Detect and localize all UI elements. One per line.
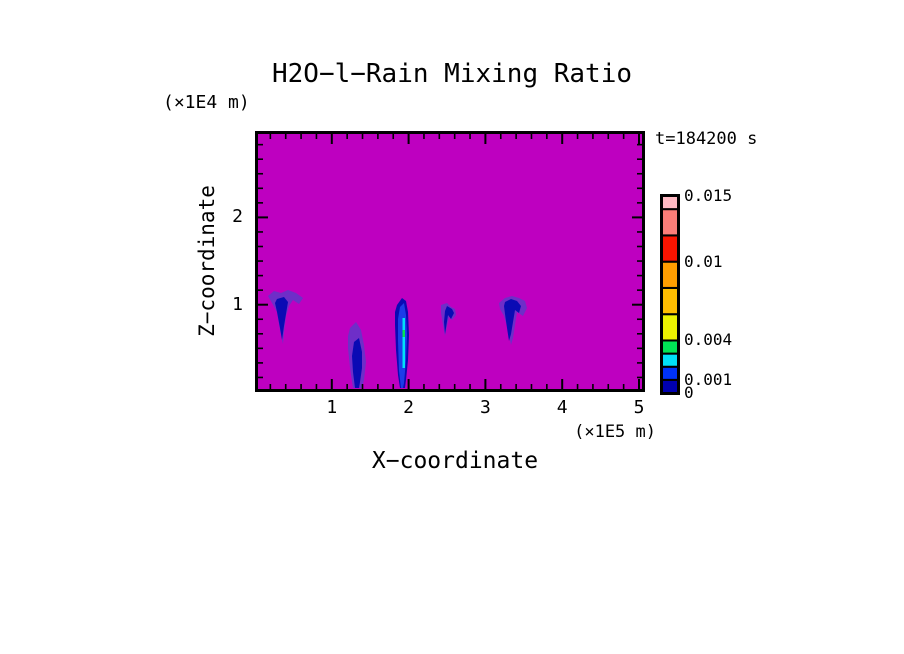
- colorbar-tick-label: 0.001: [684, 369, 733, 389]
- colorbar: [660, 194, 680, 395]
- colorbar-segment: [661, 352, 679, 368]
- x-axis-tick-label: 3: [479, 397, 491, 418]
- z-axis-tick-label: 1: [232, 293, 243, 315]
- z-axis-unit-label: (×1E4 m): [163, 92, 250, 113]
- x-axis-title: X−coordinate: [371, 448, 539, 474]
- time-annotation: t=184200 s: [655, 129, 758, 149]
- x-axis-unit-label: (×1E5 m): [574, 422, 656, 442]
- rain-shaft-4-core: [444, 306, 454, 334]
- x-axis-tick-label: 2: [403, 397, 415, 418]
- colorbar-segment: [661, 195, 679, 211]
- colorbar-segment: [661, 378, 679, 395]
- colorbar-segment: [661, 234, 679, 263]
- x-axis-tick-label: 4: [556, 397, 568, 418]
- chart-title: H2O−l−Rain Mixing Ratio: [271, 59, 633, 89]
- rain-shaft-1-core: [275, 297, 288, 340]
- colorbar-tick-label: 0.015: [684, 186, 733, 205]
- rain-shaft-2-core: [352, 338, 362, 388]
- z-axis-tick-label: 2: [232, 206, 243, 228]
- colorbar-segment: [661, 208, 679, 237]
- rain-shaft-5-core: [504, 299, 521, 341]
- x-axis-tick-label: 5: [633, 397, 645, 418]
- colorbar-segment: [661, 339, 679, 355]
- colorbar-tick-label: 0.004: [684, 330, 733, 350]
- plot-border: [255, 131, 645, 392]
- colorbar-segment: [661, 313, 679, 342]
- colorbar-segment: [661, 365, 679, 381]
- rain-shaft-3-green: [402, 330, 405, 337]
- colorbar-border: [660, 194, 680, 395]
- rain-shaft-3-cyan: [402, 318, 405, 368]
- colorbar-tick-label: 0: [684, 383, 694, 402]
- colorbar-tick-label: 0.01: [684, 251, 723, 271]
- plot-area: [255, 131, 645, 392]
- field-background: [255, 131, 645, 392]
- colorbar-segment: [661, 286, 679, 316]
- colorbar-segment: [661, 260, 679, 289]
- x-axis-tick-label: 1: [326, 397, 338, 418]
